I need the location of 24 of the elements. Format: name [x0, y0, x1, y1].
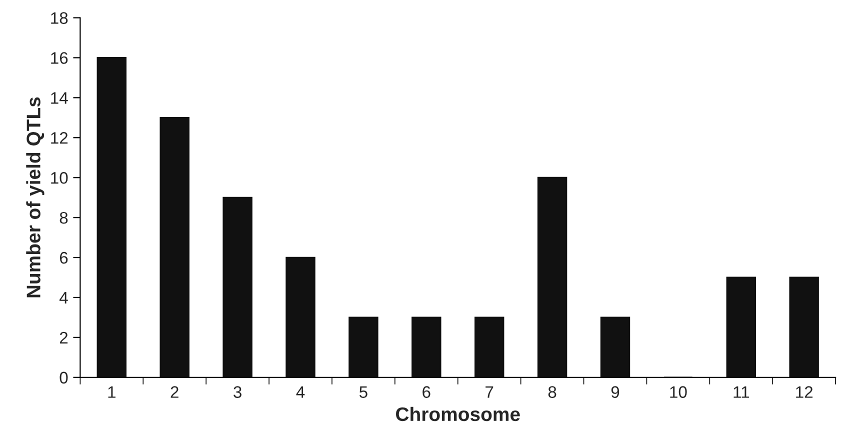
x-tick-label: 6 [422, 386, 430, 398]
y-tick-label: 16 [51, 52, 68, 64]
x-axis-title: Chromosome [396, 406, 520, 422]
y-tick-label: 2 [60, 332, 68, 344]
y-tick-label: 6 [60, 252, 68, 264]
x-tick-label: 7 [486, 386, 494, 398]
x-tick-label: 5 [359, 386, 368, 398]
y-tick-label: 12 [51, 132, 68, 144]
y-tick-label: 18 [51, 12, 68, 24]
y-tick-label: 4 [59, 292, 68, 304]
y-tick-label: 14 [51, 92, 68, 104]
x-tick-label: 9 [611, 386, 620, 398]
x-tick-label: 8 [548, 386, 556, 398]
x-tick-label: 4 [296, 386, 305, 398]
x-tick-label: 2 [170, 386, 178, 398]
x-tick-label: 3 [234, 386, 242, 398]
x-tick-label: 1 [108, 386, 116, 398]
y-axis-title: Number of yield QTLs [26, 97, 44, 298]
x-tick-label: 10 [670, 386, 687, 398]
y-tick-label: 0 [60, 372, 68, 384]
y-tick-label: 8 [60, 212, 68, 224]
x-tick-label: 11 [734, 386, 749, 398]
x-tick-label: 12 [796, 386, 813, 398]
y-tick-label: 10 [51, 172, 68, 184]
